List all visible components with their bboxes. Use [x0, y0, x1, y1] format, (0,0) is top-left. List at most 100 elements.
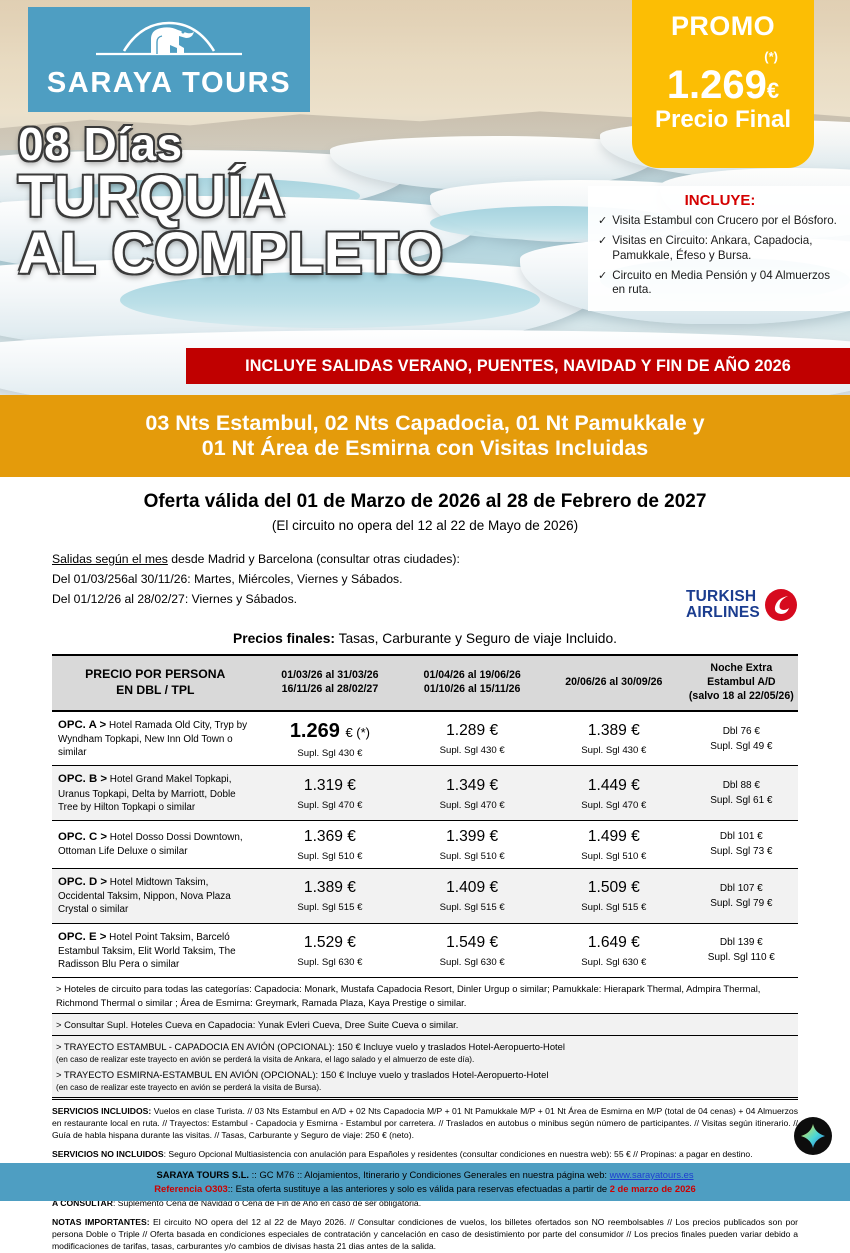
- gazelle-arch-icon: [96, 21, 242, 56]
- row-extra-sgl: Supl. Sgl 110 €: [707, 952, 775, 964]
- hero-line-days: 08 Días: [18, 118, 183, 170]
- offer-note: (El circuito no opera del 12 al 22 de Ma…: [271, 518, 579, 533]
- header-cell-extra-night: Noche Extra Estambul A/D (salvo 18 al 22…: [684, 654, 798, 712]
- footer-line2-rest: :: Esta oferta sustituye a las anteriore…: [227, 1183, 610, 1194]
- footer-line-2: Referencia O303:: Esta oferta sustituye …: [154, 1182, 695, 1196]
- footer-date: 2 de marzo de 2026: [609, 1183, 696, 1194]
- price-table-body: OPC. A > Hotel Ramada Old City, Tryp by …: [52, 710, 798, 979]
- row-price-value-1: 1.529 €: [303, 934, 356, 952]
- header-person-line1: PRECIO POR PERSONA: [85, 667, 226, 682]
- departures-heading: Salidas según el mes desde Madrid y Barc…: [52, 550, 850, 570]
- orange-banner-line2: 01 Nt Área de Esmirna con Visitas Inclui…: [201, 436, 649, 460]
- star-badge-icon[interactable]: [794, 1117, 832, 1155]
- row-option-label: OPC. C >: [58, 831, 108, 844]
- brand-logo[interactable]: SARAYA TOURS: [28, 7, 310, 112]
- fine-services-excluded-label: SERVICIOS NO INCLUIDOS: [52, 1148, 164, 1159]
- orange-banner: 03 Nts Estambul, 02 Nts Capadocia, 01 Nt…: [0, 395, 850, 477]
- final-prices-label: Precios finales:: [233, 631, 335, 647]
- four-point-star-icon: [801, 1124, 825, 1148]
- footer-website-link[interactable]: www.sarayatours.es: [609, 1168, 694, 1180]
- header-cell-person: PRECIO POR PERSONA EN DBL / TPL: [52, 654, 259, 712]
- row-hotels-text: Hotel Midtown Taksim, Occidental Taksim,…: [58, 876, 231, 916]
- row-price-value-3: 1.499 €: [587, 828, 640, 846]
- header-extra-line1: Noche Extra: [710, 662, 773, 675]
- row-price-value-2: 1.549 €: [446, 934, 499, 952]
- row-extra-sgl: Supl. Sgl 79 €: [710, 897, 773, 909]
- row-price-period-2: 1.349 € Supl. Sgl 470 €: [401, 765, 543, 822]
- row-price-period-3: 1.389 € Supl. Sgl 430 €: [542, 710, 685, 767]
- row-price-period-2: 1.549 € Supl. Sgl 630 €: [401, 923, 543, 979]
- row-supplement-2: Supl. Sgl 515 €: [439, 901, 505, 913]
- table-row: OPC. E > Hotel Point Taksim, Barceló Est…: [52, 923, 798, 979]
- hero-banner: SARAYA TOURS 08 Días TURQUÍA AL COMPLETO…: [0, 0, 850, 395]
- offer-validity: Oferta válida del 01 de Marzo de 2026 al…: [143, 491, 707, 512]
- airline-name-line1: TURKISH: [686, 588, 757, 606]
- table-row: OPC. C > Hotel Dosso Dossi Downtown, Ott…: [52, 820, 798, 869]
- pool-shape: [120, 272, 540, 328]
- row-supplement-3: Supl. Sgl 515 €: [581, 901, 647, 913]
- header-period2-line1: 01/04/26 al 19/06/26: [423, 669, 521, 682]
- row-supplement-1: Supl. Sgl 510 €: [297, 850, 363, 862]
- row-extra-dbl: Dbl 88 €: [722, 780, 760, 792]
- note-flight2-main: > TRAYECTO ESMIRNA-ESTAMBUL EN AVIÓN (OP…: [56, 1069, 549, 1081]
- price-table-head: PRECIO POR PERSONA EN DBL / TPL 01/03/26…: [52, 654, 798, 712]
- row-price-value-2: 1.399 €: [446, 828, 499, 846]
- row-price-period-2: 1.399 € Supl. Sgl 510 €: [401, 820, 543, 869]
- row-price-value-1: 1.389 €: [303, 879, 356, 897]
- row-hotels-cell: OPC. D > Hotel Midtown Taksim, Occidenta…: [52, 868, 259, 924]
- airline-logo: TURKISH AIRLINES: [686, 588, 808, 640]
- row-supplement-1: Supl. Sgl 430 €: [297, 747, 363, 759]
- row-price-period-3: 1.499 € Supl. Sgl 510 €: [542, 820, 685, 869]
- row-option-label: OPC. B >: [58, 773, 108, 786]
- promo-label: PROMO: [670, 11, 775, 41]
- row-hotels-text: Hotel Ramada Old City, Tryp by Wyndham T…: [58, 719, 248, 759]
- row-price-period-2: 1.409 € Supl. Sgl 515 €: [401, 868, 543, 924]
- row-price-value-1: 1.269 € (*): [263, 719, 398, 744]
- includes-item: ✓ Visita Estambul con Crucero por el Bós…: [598, 214, 842, 228]
- header-period1-line2: 16/11/26 al 28/02/27: [281, 682, 379, 695]
- row-extra-night: Dbl 107 € Supl. Sgl 79 €: [684, 868, 798, 924]
- header-cell-period-3: 20/06/26 al 30/09/26: [542, 654, 685, 712]
- row-extra-dbl: Dbl 76 €: [722, 725, 760, 737]
- fine-services-included: SERVICIOS INCLUIDOS: Vuelos en clase Tur…: [52, 1106, 798, 1142]
- fine-services-included-text: Vuelos en clase Turista. // 03 Nts Estam…: [52, 1106, 798, 1141]
- includes-item: ✓ Visitas en Circuito: Ankara, Capadocia…: [598, 234, 842, 262]
- footer-reference: Referencia O303: [154, 1183, 228, 1194]
- fine-important-notes-label: NOTAS IMPORTANTES:: [52, 1217, 150, 1228]
- departures-line-1: Del 01/03/256al 30/11/26: Martes, Miérco…: [52, 571, 403, 586]
- row-price-period-2: 1.289 € Supl. Sgl 430 €: [401, 710, 543, 767]
- row-price-period-1: 1.529 € Supl. Sgl 630 €: [258, 923, 402, 979]
- row-hotels-cell: OPC. C > Hotel Dosso Dossi Downtown, Ott…: [52, 820, 259, 869]
- brand-name: SARAYA TOURS: [46, 67, 292, 99]
- fine-services-included-label: SERVICIOS INCLUIDOS:: [52, 1106, 152, 1117]
- row-supplement-1: Supl. Sgl 515 €: [297, 901, 363, 913]
- includes-title: INCLUYE:: [684, 192, 756, 209]
- hero-line-subtitle: AL COMPLETO: [18, 220, 444, 286]
- fine-services-excluded: SERVICIOS NO INCLUIDOS: Seguro Opcional …: [52, 1149, 798, 1161]
- note-flight2-sub: (en caso de realizar este trayecto en av…: [56, 1082, 322, 1092]
- row-price-value-2: 1.409 €: [446, 879, 499, 897]
- check-mark-icon: ✓: [598, 269, 608, 282]
- table-row: OPC. A > Hotel Ramada Old City, Tryp by …: [52, 710, 798, 767]
- includes-item-text: Visita Estambul con Crucero por el Bósfo…: [612, 214, 837, 227]
- check-mark-icon: ✓: [598, 215, 608, 227]
- row-price-value-3: 1.509 €: [587, 879, 640, 897]
- footer-line-1: SARAYA TOURS S.L. :: GC M76 :: Alojamien…: [156, 1168, 693, 1182]
- row-hotels-cell: OPC. B > Hotel Grand Makel Topkapi, Uran…: [52, 765, 259, 822]
- row-price-period-1: 1.389 € Supl. Sgl 515 €: [258, 868, 402, 924]
- row-price-value-2: 1.349 €: [446, 777, 499, 795]
- red-banner-text: INCLUYE SALIDAS VERANO, PUENTES, NAVIDAD…: [245, 356, 791, 375]
- fine-services-excluded-text: : Seguro Opcional Multiasistencia con an…: [163, 1148, 753, 1159]
- red-banner: INCLUYE SALIDAS VERANO, PUENTES, NAVIDAD…: [186, 348, 850, 384]
- row-supplement-1: Supl. Sgl 630 €: [297, 956, 363, 968]
- airline-name-line2: AIRLINES: [686, 604, 760, 621]
- header-period2-line2: 01/10/26 al 15/11/26: [423, 682, 521, 695]
- includes-item-text: Visitas en Circuito: Ankara, Capadocia, …: [612, 234, 813, 262]
- header-period3-line1: 20/06/26 al 30/09/26: [565, 676, 663, 689]
- row-hotels-text: Hotel Point Taksim, Barceló Estambul Tak…: [58, 931, 236, 971]
- includes-panel: INCLUYE: ✓ Visita Estambul con Crucero p…: [588, 186, 850, 311]
- row-hotels-cell: OPC. E > Hotel Point Taksim, Barceló Est…: [52, 923, 259, 979]
- row-supplement-3: Supl. Sgl 630 €: [581, 956, 647, 968]
- turkish-airlines-icon: [764, 589, 797, 621]
- row-price-value-3: 1.449 €: [587, 777, 640, 795]
